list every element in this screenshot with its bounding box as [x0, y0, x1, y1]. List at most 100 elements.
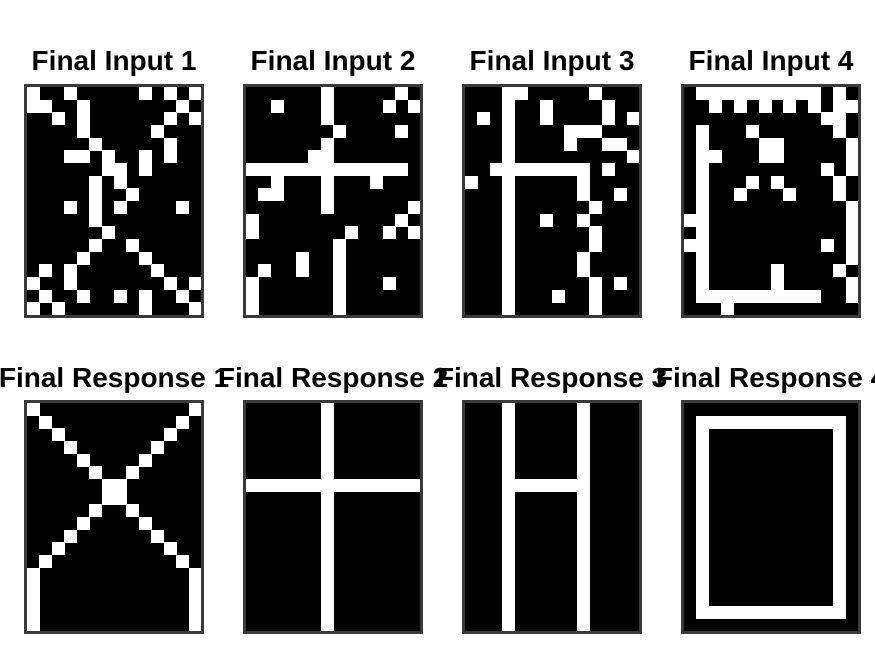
grid-cell-on — [270, 188, 284, 202]
grid-cell-on — [502, 529, 516, 543]
grid-cell-on — [696, 175, 710, 189]
grid-cell-on — [626, 150, 639, 164]
grid-cell-on — [188, 567, 201, 581]
grid-cell-on — [246, 277, 259, 290]
grid-cell-on — [696, 226, 710, 240]
grid-cell-on — [27, 87, 40, 100]
grid-cell-on — [746, 125, 760, 138]
grid-cell-on — [101, 491, 115, 505]
grid-cell-on — [333, 264, 346, 278]
grid-cell-on — [126, 466, 140, 480]
grid-cell-on — [465, 175, 478, 189]
grid-cell-on — [696, 441, 710, 454]
grid-cell-on — [51, 302, 65, 315]
grid-cell-on — [51, 428, 65, 442]
grid-cell-on — [721, 87, 735, 100]
grid-cell-on — [758, 289, 772, 303]
grid-cell-on — [795, 605, 809, 619]
grid-cell-on — [27, 618, 40, 631]
grid-cell-on — [320, 580, 334, 594]
grid-cell-on — [382, 226, 396, 240]
grid-cell-on — [576, 542, 590, 556]
grid-cell-on — [576, 529, 590, 543]
grid-cell-on — [696, 542, 710, 556]
grid-cell-on — [808, 415, 822, 429]
grid-cell-on — [783, 415, 797, 429]
grid-cell-on — [845, 150, 858, 164]
grid-cell-on — [126, 504, 140, 518]
grid-cell-on — [188, 605, 201, 619]
grid-cell-on — [502, 580, 516, 594]
grid-cell-on — [64, 441, 78, 454]
grid-cell-on — [576, 479, 590, 492]
grid-cell-on — [502, 87, 516, 100]
grid-cell-on — [101, 163, 115, 176]
grid-cell-on — [808, 87, 822, 100]
grid-cell-on — [614, 277, 628, 290]
grid-cell-on — [733, 605, 747, 619]
grid-cell-on — [502, 188, 516, 202]
grid-cell-on — [771, 415, 784, 429]
grid-cell-on — [320, 112, 334, 126]
grid-cell-on — [576, 491, 590, 505]
grid-cell-on — [576, 188, 590, 202]
grid-cell-on — [696, 125, 710, 138]
grid-cell-on — [320, 504, 334, 518]
grid-cell-on — [708, 415, 722, 429]
grid-cell-on — [176, 555, 190, 568]
grid-cell-on — [114, 163, 127, 176]
grid-cell-on — [382, 163, 396, 176]
grid-cell-on — [320, 618, 334, 631]
grid-cell-on — [589, 201, 603, 214]
panel-title: Final Input 2 — [250, 45, 416, 76]
grid-cell-on — [576, 466, 590, 480]
grid-cell-on — [188, 112, 201, 126]
grid-cell-on — [758, 415, 772, 429]
grid-cell-on — [27, 277, 40, 290]
grid-cell-on — [76, 150, 90, 164]
grid-cell-on — [733, 289, 747, 303]
grid-cell-on — [758, 87, 772, 100]
grid-cell-on — [833, 605, 847, 619]
grid-cell-on — [502, 567, 516, 581]
grid-cell-on — [576, 213, 590, 227]
grid-cell-on — [576, 175, 590, 189]
pixel-grid — [24, 84, 204, 318]
grid-cell-on — [589, 277, 603, 290]
grid-cell-on — [502, 479, 516, 492]
grid-cell-on — [163, 112, 177, 126]
grid-cell-on — [502, 175, 516, 189]
grid-cell-on — [502, 226, 516, 240]
grid-cell-on — [320, 403, 334, 416]
grid-cell-on — [27, 593, 40, 606]
grid-cell-on — [320, 99, 334, 113]
grid-cell-on — [333, 163, 346, 176]
grid-cell-on — [407, 201, 420, 214]
grid-cell-on — [333, 302, 346, 315]
grid-cell-on — [101, 226, 115, 240]
grid-cell-on — [308, 479, 322, 492]
panel-title: Final Response 2 — [217, 362, 449, 393]
grid-cell-on — [845, 201, 858, 214]
grid-cell-on — [696, 150, 710, 164]
grid-cell-on — [771, 137, 784, 151]
grid-cell-on — [589, 87, 603, 100]
panel-title: Final Input 4 — [688, 45, 854, 76]
pixel-grid — [24, 400, 204, 634]
grid-cell-on — [576, 125, 590, 138]
grid-cell-on — [696, 251, 710, 265]
grid-cell-on — [176, 201, 190, 214]
grid-cell-on — [502, 441, 516, 454]
grid-cell-on — [89, 201, 103, 214]
grid-cell-on — [833, 542, 847, 556]
grid-cell-on — [783, 87, 797, 100]
grid-cell-on — [708, 87, 722, 100]
grid-cell-on — [502, 99, 516, 113]
grid-cell-on — [502, 504, 516, 518]
grid-cell-on — [696, 277, 710, 290]
grid-cell-on — [795, 415, 809, 429]
grid-cell-on — [320, 428, 334, 442]
grid-cell-on — [270, 99, 284, 113]
grid-cell-on — [746, 415, 760, 429]
grid-cell-on — [696, 479, 710, 492]
